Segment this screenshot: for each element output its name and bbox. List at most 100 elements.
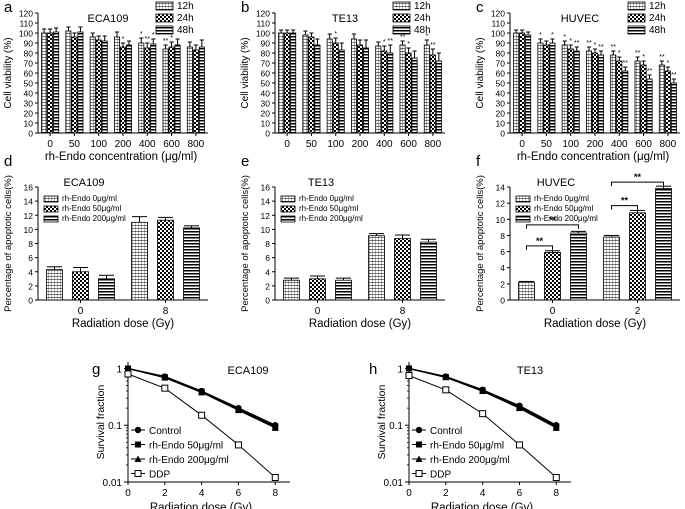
x-tick-label: 0 xyxy=(519,139,525,150)
bar-12h xyxy=(302,34,309,134)
bar-24h xyxy=(567,48,574,134)
y-tick-label: 10 xyxy=(496,119,506,129)
bar-12h xyxy=(350,38,357,134)
y-tick-label: 14 xyxy=(24,197,34,207)
y-tick-label: 40 xyxy=(496,89,506,99)
y-tick-label: 14 xyxy=(496,183,506,193)
significance-mark: * xyxy=(122,36,125,43)
bar-12h xyxy=(586,50,593,134)
legend-label: rh-Endo 200μg/ml xyxy=(149,455,229,466)
bar-12h xyxy=(138,42,145,134)
significance-mark: * xyxy=(152,32,155,39)
y-tick-label: 100 xyxy=(491,29,505,39)
bar-24h xyxy=(543,44,550,134)
x-tick-label: 200 xyxy=(587,139,604,150)
bar-rh-endo-50-g-ml xyxy=(394,238,411,301)
x-tick-label: 0 xyxy=(406,488,412,499)
marker-triangle xyxy=(234,406,242,414)
y-tick-label: 50 xyxy=(261,79,271,89)
significance-mark: ** xyxy=(586,40,592,47)
bar-12h xyxy=(423,44,430,134)
y-tick-label: 120 xyxy=(491,9,505,19)
legend-label: 24h xyxy=(177,13,194,24)
fit-line xyxy=(408,367,557,429)
marker-triangle xyxy=(479,387,487,395)
y-tick-label: 14 xyxy=(261,197,271,207)
legend-swatch xyxy=(43,205,59,213)
y-tick-label: 0 xyxy=(500,129,505,139)
bar-48h xyxy=(101,40,108,134)
y-tick-label: 100 xyxy=(19,29,33,39)
legend-label: rh-Endo 50μg/ml xyxy=(299,204,359,213)
marker-circle xyxy=(134,426,142,434)
y-tick-label: 0 xyxy=(500,296,505,306)
bar-24h xyxy=(192,49,199,134)
marker-triangle xyxy=(405,364,413,372)
marker-square xyxy=(135,441,141,448)
x-tick-label: 50 xyxy=(69,139,81,150)
bar-rh-endo-0-g-ml xyxy=(368,235,385,301)
legend-label: 48h xyxy=(649,25,666,36)
y-tick-label: 4 xyxy=(500,263,505,273)
x-tick-label: 0 xyxy=(125,488,131,499)
marker-open-square xyxy=(415,470,423,477)
y-tick-label: 10 xyxy=(496,215,506,225)
y-tick-label: 50 xyxy=(24,79,34,89)
marker-triangle xyxy=(124,364,132,372)
bar-48h xyxy=(77,31,84,134)
y-tick-label: 120 xyxy=(19,9,33,19)
panel-label: b xyxy=(241,0,249,16)
significance-mark: * xyxy=(666,60,669,67)
panel-label: f xyxy=(476,153,481,170)
legend-swatch xyxy=(392,25,411,35)
significance-mark: ** xyxy=(145,36,151,43)
significance-bracket xyxy=(611,205,638,210)
y-tick-label: 0 xyxy=(265,129,270,139)
bar-48h xyxy=(53,31,60,134)
marker-triangle xyxy=(415,455,423,462)
x-tick-label: 6 xyxy=(517,488,523,499)
legend-label: Control xyxy=(430,426,462,437)
significance-mark: * xyxy=(594,42,597,49)
legend-swatch xyxy=(280,195,296,203)
bar-12h xyxy=(658,64,665,134)
x-tick-label: 6 xyxy=(236,488,242,499)
y-tick-label: 30 xyxy=(496,99,506,109)
legend-swatch xyxy=(280,205,296,213)
significance-mark: ** xyxy=(659,54,665,61)
y-tick-label: 60 xyxy=(496,69,506,79)
legend-swatch xyxy=(627,1,646,11)
x-tick-label: 400 xyxy=(376,139,393,150)
x-axis-label: rh-Endo concentration (μg/ml) xyxy=(517,151,670,163)
marker-open-square xyxy=(405,372,413,380)
y-tick-label: 120 xyxy=(256,9,270,19)
x-tick-label: 8 xyxy=(163,306,169,317)
x-tick-label: 8 xyxy=(272,488,278,499)
fit-line xyxy=(127,367,276,429)
y-tick-label: 20 xyxy=(24,109,34,119)
y-tick-label: 70 xyxy=(261,59,271,69)
bar-24h xyxy=(95,39,102,134)
y-tick-label: 0 xyxy=(28,129,33,139)
x-tick-label: 0 xyxy=(47,139,53,150)
legend-label: rh-Endo 0μg/ml xyxy=(299,194,354,203)
marker-triangle xyxy=(271,424,279,431)
bar-rh-endo-200-g-ml xyxy=(183,227,200,301)
bar-12h xyxy=(561,44,568,134)
bar-rh-endo-200-g-ml xyxy=(98,278,115,301)
y-tick-label: 70 xyxy=(496,59,506,69)
marker-open-square xyxy=(442,386,450,394)
bar-48h xyxy=(435,60,442,134)
x-tick-label: 0 xyxy=(284,139,290,150)
significance-mark: * xyxy=(407,41,410,48)
bar-12h xyxy=(513,32,520,134)
panel-title: TE13 xyxy=(308,177,334,189)
legend-label: rh-Endo 50μg/ml xyxy=(534,204,594,213)
legend-swatch xyxy=(155,1,174,11)
legend-swatch xyxy=(627,13,646,23)
x-tick-label: 2 xyxy=(635,306,641,317)
bar-24h xyxy=(47,32,54,134)
marker-triangle xyxy=(198,388,206,396)
legend-swatch xyxy=(43,195,59,203)
